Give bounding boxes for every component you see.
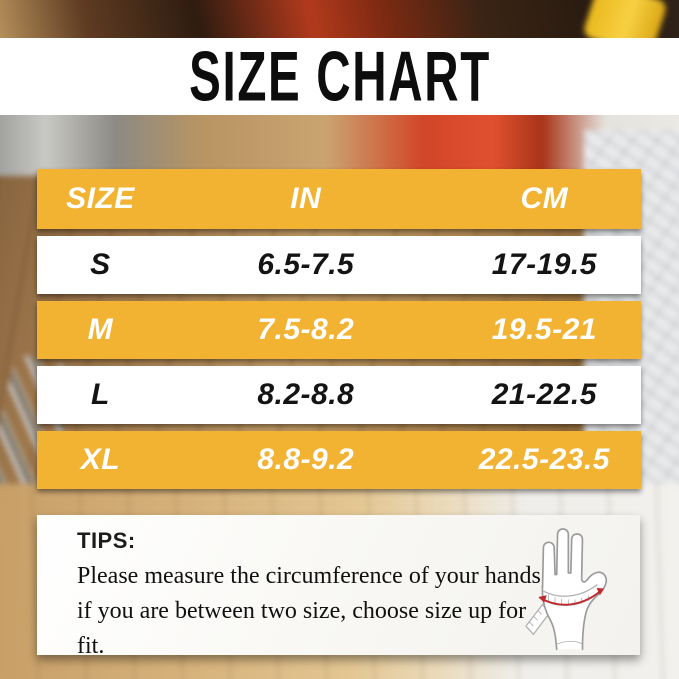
cell-in: 8.2-8.8	[257, 378, 355, 411]
cell-size: S	[90, 248, 111, 281]
table-header-row: SIZE IN CM	[37, 169, 641, 229]
page-title: SIZE CHART	[188, 36, 491, 117]
column-header-in: IN	[290, 182, 322, 215]
table-row-m: M 7.5-8.2 19.5-21	[37, 301, 641, 359]
table-row-xl: XL 8.8-9.2 22.5-23.5	[37, 431, 641, 489]
cell-cm: 17-19.5	[491, 248, 597, 281]
column-header-cm: CM	[520, 182, 569, 215]
cell-size: XL	[80, 443, 121, 476]
cell-size: M	[87, 313, 114, 346]
cell-in: 8.8-9.2	[257, 443, 355, 476]
cell-in: 7.5-8.2	[257, 313, 355, 346]
size-table: SIZE IN CM S 6.5-7.5 17-19.5 M 7.5-8.2 1…	[37, 169, 641, 496]
cell-in: 6.5-7.5	[257, 248, 355, 281]
title-banner: SIZE CHART	[0, 36, 679, 117]
hand-measure-icon	[512, 518, 628, 651]
tips-body-text: Please measure the circumference of your…	[77, 563, 547, 659]
cell-size: L	[91, 378, 110, 411]
cell-cm: 19.5-21	[491, 313, 597, 346]
column-header-size: SIZE	[66, 182, 135, 215]
cell-cm: 21-22.5	[491, 378, 597, 411]
tips-box: TIPS: Please measure the circumference o…	[37, 515, 640, 659]
table-row-s: S 6.5-7.5 17-19.5	[37, 236, 641, 294]
table-row-l: L 8.2-8.8 21-22.5	[37, 366, 641, 424]
tips-heading: TIPS:	[77, 528, 136, 553]
cell-cm: 22.5-23.5	[478, 443, 610, 476]
